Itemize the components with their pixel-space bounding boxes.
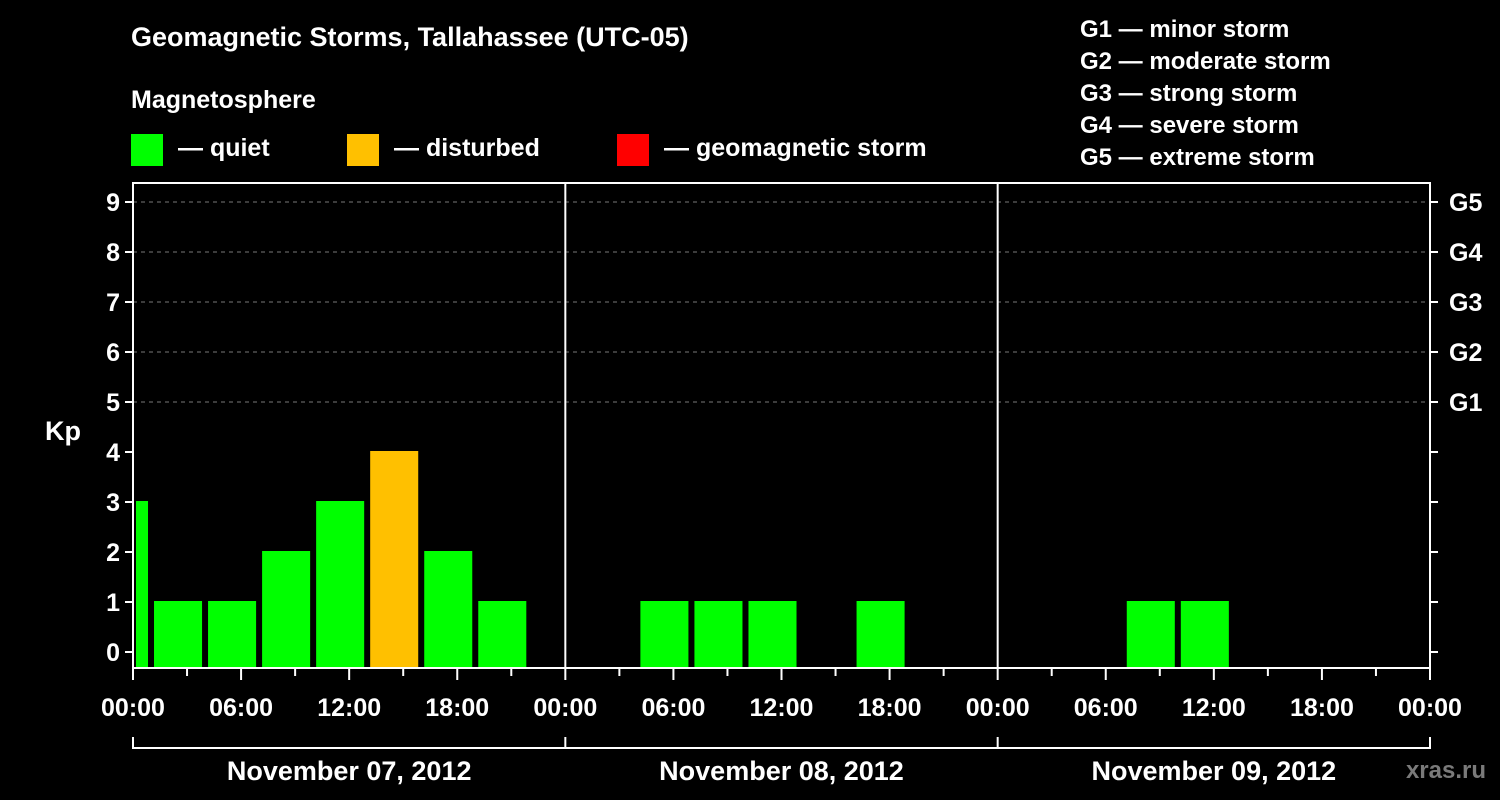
storm-level-legend: G1 — minor storm G2 — moderate storm G3 … xyxy=(1080,14,1331,174)
chart-title: Geomagnetic Storms, Tallahassee (UTC-05) xyxy=(131,22,689,52)
day-label-0: November 07, 2012 xyxy=(227,756,472,786)
xtick-label-7: 18:00 xyxy=(858,694,922,722)
xtick-label-9: 06:00 xyxy=(1074,694,1138,722)
day-label-1: November 08, 2012 xyxy=(659,756,904,786)
xtick-label-5: 06:00 xyxy=(641,694,705,722)
g-level-label-G2: G2 xyxy=(1449,339,1482,367)
bar-6 xyxy=(424,551,473,668)
legend-label-disturbed: — disturbed xyxy=(394,134,540,162)
xtick-label-2: 12:00 xyxy=(317,694,381,722)
xtick-label-12: 00:00 xyxy=(1398,694,1462,722)
ytick-label-3: 3 xyxy=(106,489,120,517)
ytick-label-8: 8 xyxy=(106,239,120,267)
y-axis-label: Kp xyxy=(45,416,81,446)
legend-swatch-disturbed xyxy=(347,134,379,166)
legend-swatch-storm xyxy=(617,134,649,166)
watermark: xras.ru xyxy=(1405,757,1486,784)
xtick-label-8: 00:00 xyxy=(966,694,1030,722)
bar-4 xyxy=(316,501,365,668)
bar-3 xyxy=(262,551,311,668)
g-level-label-G5: G5 xyxy=(1449,189,1482,217)
bar-2 xyxy=(208,601,257,668)
storm-level-g3: G3 — strong storm xyxy=(1080,80,1298,107)
legend-swatch-quiet xyxy=(131,134,163,166)
ytick-label-5: 5 xyxy=(106,389,120,417)
g-level-label-G4: G4 xyxy=(1449,239,1482,267)
bar-13 xyxy=(1180,601,1229,668)
chart-subtitle: Magnetosphere xyxy=(131,86,316,114)
ytick-label-9: 9 xyxy=(106,189,120,217)
bar-8 xyxy=(640,601,689,668)
ytick-label-0: 0 xyxy=(106,639,120,667)
bar-9 xyxy=(694,601,743,668)
legend-label-quiet: — quiet xyxy=(178,134,270,162)
bar-0 xyxy=(136,501,149,668)
bar-10 xyxy=(748,601,797,668)
legend-label-storm: — geomagnetic storm xyxy=(664,134,927,162)
xtick-label-4: 00:00 xyxy=(533,694,597,722)
storm-level-g4: G4 — severe storm xyxy=(1080,112,1299,139)
bar-12 xyxy=(1126,601,1175,668)
xtick-label-6: 12:00 xyxy=(750,694,814,722)
day-label-2: November 09, 2012 xyxy=(1092,756,1337,786)
xtick-label-11: 18:00 xyxy=(1290,694,1354,722)
xtick-label-3: 18:00 xyxy=(425,694,489,722)
g-level-label-G1: G1 xyxy=(1449,389,1482,417)
bar-7 xyxy=(478,601,527,668)
bar-1 xyxy=(154,601,203,668)
bar-5 xyxy=(370,451,419,668)
storm-level-g1: G1 — minor storm xyxy=(1080,16,1290,43)
xtick-label-10: 12:00 xyxy=(1182,694,1246,722)
bar-11 xyxy=(856,601,905,668)
storm-level-g2: G2 — moderate storm xyxy=(1080,48,1331,75)
storm-level-g5: G5 — extreme storm xyxy=(1080,144,1315,171)
ytick-label-7: 7 xyxy=(106,289,120,317)
ytick-label-4: 4 xyxy=(106,439,120,467)
ytick-label-1: 1 xyxy=(106,589,120,617)
xtick-label-1: 06:00 xyxy=(209,694,273,722)
g-level-label-G3: G3 xyxy=(1449,289,1482,317)
ytick-label-6: 6 xyxy=(106,339,120,367)
xtick-label-0: 00:00 xyxy=(101,694,165,722)
ytick-label-2: 2 xyxy=(106,539,120,567)
